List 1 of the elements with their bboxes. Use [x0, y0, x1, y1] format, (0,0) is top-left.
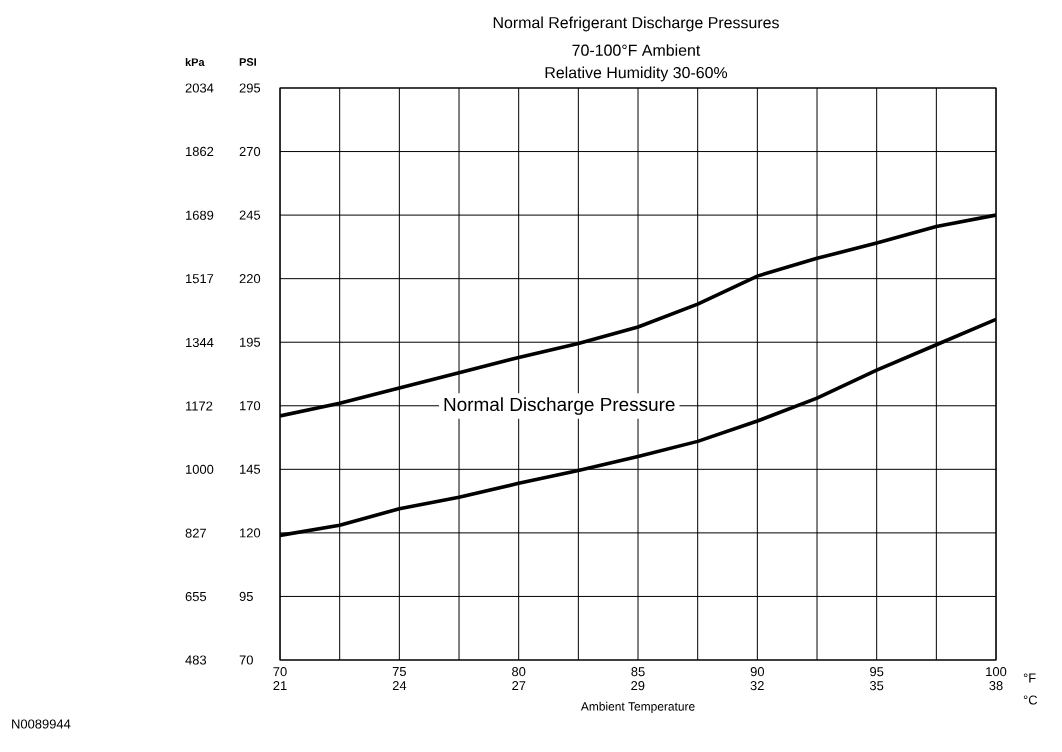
annotation: Normal Discharge Pressure — [444, 397, 675, 415]
